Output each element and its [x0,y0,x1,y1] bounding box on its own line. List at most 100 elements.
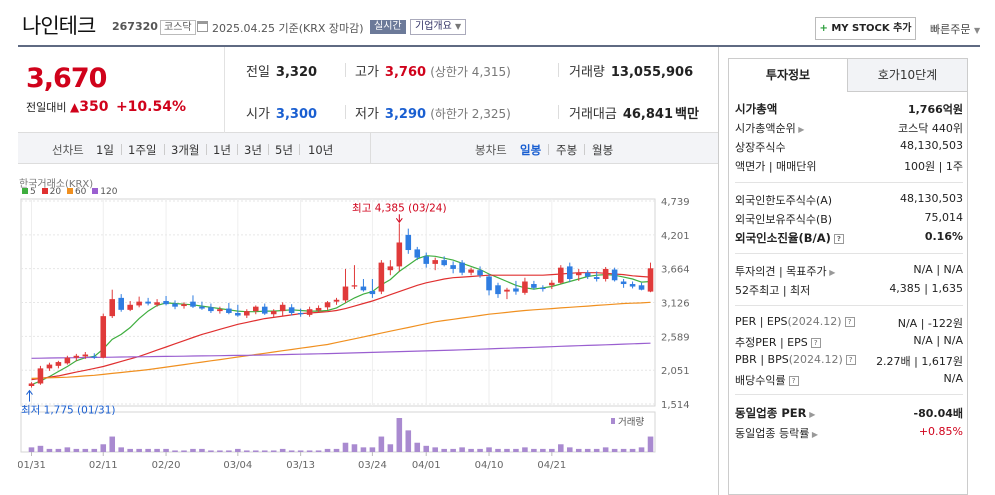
candle-down [441,260,447,266]
volume-bar [208,450,214,452]
candle-down [163,301,169,305]
tab-1y[interactable]: 1년 [213,143,231,157]
stat-low: 저가 3,290 (하한가 2,325) [355,103,511,122]
candle-up [504,289,510,292]
ma60-swatch [66,188,73,194]
candle-chart-label: 봉차트 [475,143,507,157]
volume-bar [629,448,636,452]
info-row[interactable]: 시가총액순위 ▶ 코스닥 440위 [735,120,963,138]
candle-up [82,354,89,357]
info-help-icon[interactable]: ? [810,338,821,348]
stock-chart[interactable]: 한국거래소(KRX) 5 20 60 120 4,739 4,201 3,664 3,… [18,164,718,495]
price-divider [224,47,225,133]
section-divider [735,253,963,254]
candle-up [154,302,160,305]
line-chart-tab[interactable]: 선차트 [52,143,84,157]
info-help-icon[interactable]: ? [845,355,856,365]
info-row[interactable]: 투자의견 | 목표주가 ▶ N/A | N/A [735,263,963,281]
info-key: 외국인한도주식수(A) [735,192,832,208]
tab-3y[interactable]: 3년 [244,143,262,157]
volume-bar [109,436,116,452]
stat-value: 3,300 [275,107,318,122]
tab-monthly[interactable]: 월봉 [592,143,614,157]
tab-weekly[interactable]: 주봉 [556,143,578,157]
candle-down [369,290,376,295]
candle-down [638,285,645,290]
ma20-label: 20 [49,187,62,197]
x-tick-label: 04/21 [537,460,566,471]
candle-down [172,303,178,307]
volume-bar [244,450,250,452]
info-key: 동일업종 등락률 ▶ [735,425,818,441]
candle-down [629,284,636,287]
candle-up [468,269,474,273]
info-help-icon[interactable]: ? [833,234,844,244]
candle-up [127,304,133,310]
volume-bar [495,448,501,452]
info-help-icon[interactable]: ? [788,376,799,386]
candle-up [315,307,322,311]
volume-bar [593,448,600,452]
realtime-button[interactable]: 실시간 [370,20,406,34]
volume-bar [558,444,564,452]
tab-1d[interactable]: 1일 [96,143,114,157]
candle-up [37,368,44,384]
tab-orderbook-10[interactable]: 호가10단계 [847,58,968,92]
volume-bar [432,447,438,452]
volume-bar [611,448,618,452]
info-key-text: 외국인한도주식수(A) [735,194,833,207]
quick-order-button[interactable]: 빠른주문 ▼ [930,21,980,37]
change-amount: 350 [79,99,109,115]
volume-bar [459,447,465,452]
volume-bar [181,450,187,452]
volume-bar [333,448,340,452]
volume-bar [37,445,44,452]
candle-up [136,301,142,306]
volume-bar [279,448,286,452]
current-price: 3,670 [26,63,107,94]
info-key-text: 투자의견 | 목표주가 [735,265,827,278]
volume-bar [549,448,555,452]
chevron-right-icon: ▶ [806,410,816,419]
candle-up [342,286,349,301]
tab-1w[interactable]: 1주일 [128,143,157,157]
volume-bar [405,430,412,452]
tab-5y[interactable]: 5년 [275,143,293,157]
x-tick-label: 03/04 [223,460,252,471]
volume-bar [504,448,510,452]
candlestick-chart-svg[interactable]: 4,739 4,201 3,664 3,126 2,589 2,051 1,514 01/31… [18,164,718,495]
tab-daily[interactable]: 일봉 [520,143,542,157]
tab-group-divider [370,133,371,164]
info-help-icon[interactable]: ? [844,317,855,327]
info-key-text: 52주최고 | 최저 [735,284,811,297]
divider [237,144,238,155]
chevron-right-icon: ▶ [795,125,805,134]
stat-prev-close: 전일 3,320 [246,61,317,80]
volume-bar [306,450,313,452]
header-divider [18,45,980,47]
info-key: 외국인보유주식수(B) [735,211,832,227]
info-value: 0.16% [924,230,963,243]
candle-down [235,312,241,316]
candle-down [288,307,295,313]
tab-10y[interactable]: 10년 [308,143,334,157]
info-key-text: 상장주식수 [735,141,786,154]
chart-source: 한국거래소(KRX) [19,179,94,190]
tab-3m[interactable]: 3개월 [171,143,200,157]
candle-down [414,249,421,258]
info-row[interactable]: 동일업종 PER ▶ -80.04배 [735,405,963,423]
y-tick-label: 4,739 [661,197,690,208]
candle-down [405,234,412,251]
y-tick-label: 3,664 [661,265,690,276]
tab-investment-info[interactable]: 투자정보 [728,58,848,92]
my-stock-add-button[interactable]: + MY STOCK 추가 [815,17,916,40]
volume-bar [540,448,546,452]
volume-bar [145,448,151,452]
info-row[interactable]: 동일업종 등락률 ▶ +0.85% [735,425,963,443]
candle-up [28,383,35,386]
company-overview-dropdown[interactable]: 기업개요 ▼ [410,19,467,35]
upper-limit: (상한가 4,315) [430,65,511,79]
info-value: 2.27배 | 1,617원 [876,355,963,368]
chevron-right-icon: ▶ [809,430,819,439]
info-key-text: PBR | BPS [735,353,789,366]
